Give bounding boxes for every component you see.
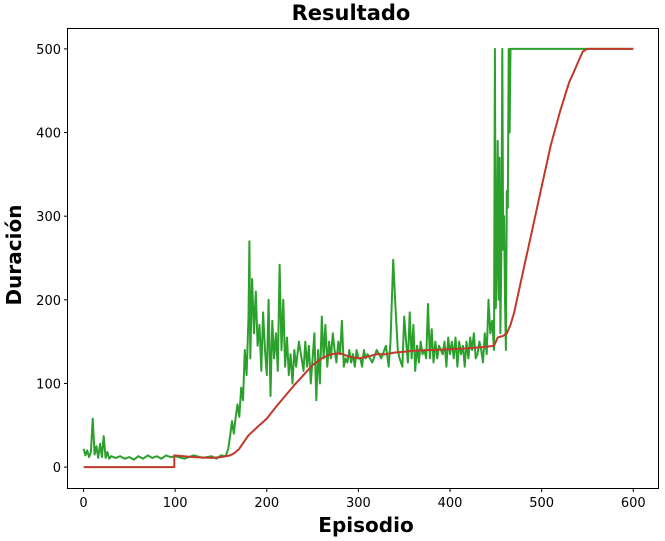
y-tick-label: 400: [36, 127, 61, 142]
y-axis-title: Duración: [2, 205, 26, 306]
y-tick-label: 100: [36, 377, 61, 392]
x-tick-label: 100: [163, 496, 188, 511]
series-line-1: [82, 47, 634, 461]
y-axis: 0 100 200 300 400 500: [36, 43, 68, 476]
series-line-2: [83, 47, 634, 469]
plot-area: [82, 47, 634, 469]
y-tick-label: 0: [53, 461, 61, 476]
x-tick-label: 500: [529, 496, 554, 511]
x-tick-label: 200: [254, 496, 279, 511]
y-tick-label: 300: [36, 210, 61, 225]
x-axis: 0 100 200 300 400 500 600: [79, 488, 646, 511]
y-tick-label: 500: [36, 43, 61, 58]
x-tick-label: 400: [438, 496, 463, 511]
x-axis-title: Episodio: [318, 513, 413, 537]
y-tick-label: 200: [36, 294, 61, 309]
x-tick-label: 0: [79, 496, 87, 511]
chart-title: Resultado: [292, 1, 411, 25]
plot-frame: [67, 28, 659, 489]
x-tick-label: 300: [346, 496, 371, 511]
x-tick-label: 600: [621, 496, 646, 511]
